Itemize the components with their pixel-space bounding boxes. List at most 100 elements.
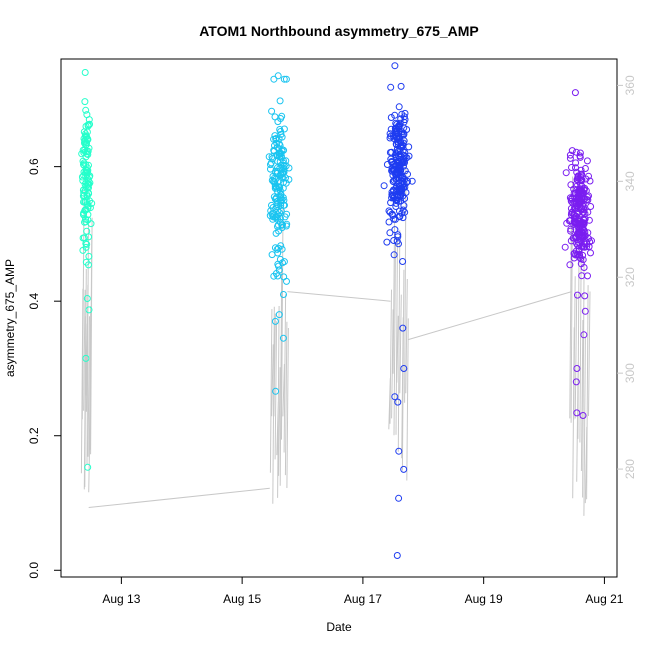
data-point xyxy=(80,149,88,157)
data-point xyxy=(81,69,89,76)
data-point xyxy=(567,225,575,233)
data-point xyxy=(272,134,280,142)
data-point xyxy=(401,149,409,156)
data-point xyxy=(399,324,407,332)
data-point xyxy=(574,174,582,182)
data-point xyxy=(275,311,283,319)
data-point xyxy=(577,166,585,174)
data-point xyxy=(571,89,579,97)
data-point xyxy=(579,412,587,419)
data-point xyxy=(581,307,589,315)
secondary-spikes xyxy=(269,208,289,504)
data-point xyxy=(274,272,282,280)
data-point xyxy=(276,126,284,133)
data-point xyxy=(399,258,407,265)
data-point xyxy=(276,184,284,192)
secondary-series xyxy=(80,139,591,516)
y-axis-label: asymmetry_675_AMP xyxy=(3,259,17,377)
data-point xyxy=(392,199,400,207)
data-point xyxy=(272,195,280,203)
data-point xyxy=(274,72,282,80)
data-point xyxy=(276,194,284,202)
data-point xyxy=(83,111,91,119)
data-point xyxy=(395,494,403,502)
data-point xyxy=(573,365,581,372)
data-point xyxy=(386,130,394,138)
data-point xyxy=(580,264,588,271)
data-point xyxy=(278,224,286,232)
data-point xyxy=(82,179,90,187)
data-point xyxy=(577,189,585,197)
data-point xyxy=(392,153,400,161)
data-point xyxy=(386,229,394,237)
data-point xyxy=(83,136,91,143)
y-tick-label: 0.6 xyxy=(27,158,41,175)
data-point xyxy=(396,207,403,215)
data-point xyxy=(268,211,276,218)
data-point xyxy=(400,202,408,210)
data-point xyxy=(394,138,402,146)
data-point xyxy=(391,62,399,70)
data-point xyxy=(566,261,574,269)
data-point xyxy=(273,169,281,177)
data-point xyxy=(388,210,396,218)
data-point xyxy=(581,292,589,300)
data-point xyxy=(574,291,581,299)
data-point xyxy=(391,124,399,132)
chart-title: ATOM1 Northbound asymmetry_675_AMP xyxy=(199,23,479,39)
data-point xyxy=(568,147,576,155)
data-point xyxy=(573,409,581,417)
data-point xyxy=(400,152,408,159)
data-point xyxy=(280,196,288,204)
data-point xyxy=(83,133,91,140)
data-point xyxy=(280,201,288,209)
data-point xyxy=(578,243,586,251)
data-point xyxy=(584,208,592,216)
data-point xyxy=(569,234,577,242)
data-point xyxy=(393,552,401,559)
data-point xyxy=(383,161,391,168)
secondary-line-segment xyxy=(408,291,572,341)
data-point xyxy=(576,152,584,160)
plot-frame xyxy=(60,58,618,578)
data-point xyxy=(280,75,288,83)
data-point xyxy=(83,169,91,176)
data-point xyxy=(274,223,281,230)
data-point xyxy=(85,120,93,128)
y-tick-label: 0.4 xyxy=(27,293,41,310)
data-point xyxy=(271,317,279,325)
data-point xyxy=(587,249,594,257)
data-point xyxy=(574,176,582,184)
data-point xyxy=(571,219,579,227)
x-tick-label: Aug 13 xyxy=(102,592,140,606)
x-axis-label: Date xyxy=(326,620,352,634)
data-point xyxy=(82,243,90,251)
data-point xyxy=(391,111,399,119)
data-point xyxy=(277,202,285,209)
data-point xyxy=(396,167,404,175)
data-point xyxy=(283,277,290,285)
data-point xyxy=(272,135,280,143)
data-point xyxy=(572,148,580,156)
secondary-line-segment xyxy=(287,291,391,302)
data-point xyxy=(572,164,579,172)
data-point xyxy=(391,226,399,234)
data-point xyxy=(83,227,91,235)
data-point xyxy=(585,235,592,242)
data-point xyxy=(586,238,594,246)
data-point xyxy=(81,186,89,194)
data-point xyxy=(396,119,404,127)
data-point xyxy=(275,244,282,252)
data-point xyxy=(275,140,283,148)
data-point xyxy=(265,153,273,161)
data-point xyxy=(397,82,405,90)
data-point xyxy=(585,172,592,180)
data-point xyxy=(270,75,278,83)
data-point xyxy=(385,218,393,226)
data-point xyxy=(270,174,278,182)
data-point xyxy=(399,142,407,149)
data-point xyxy=(580,331,588,339)
secondary-line-segment xyxy=(88,487,270,508)
data-point xyxy=(83,148,91,156)
